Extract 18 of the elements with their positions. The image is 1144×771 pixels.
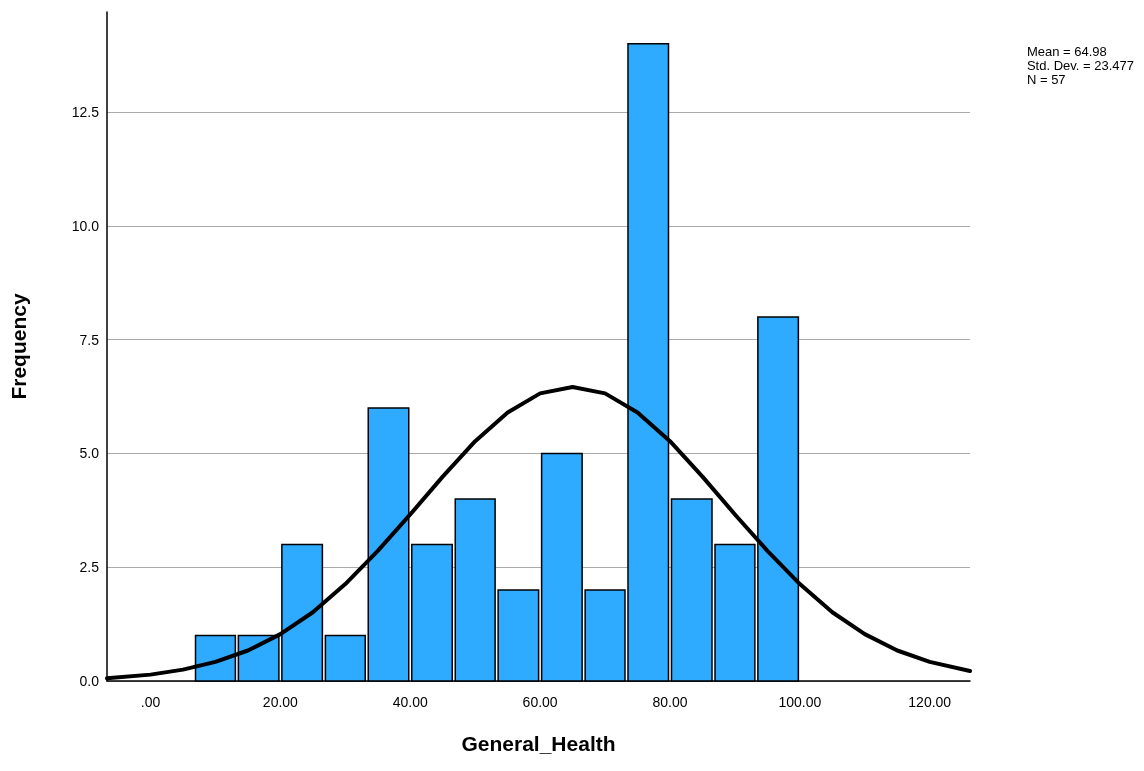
y-tick-label: 7.5 — [79, 331, 100, 348]
y-tick-label: 5.0 — [79, 445, 100, 462]
x-tick-label: .00 — [140, 694, 161, 710]
x-tick-label: 80.00 — [652, 694, 688, 710]
y-tick-label: 12.5 — [71, 104, 100, 121]
x-axis-title: General_Health — [461, 732, 616, 755]
y-axis-title: Frequency — [7, 293, 30, 400]
text: Std. Dev. = 23.477 — [1026, 57, 1135, 73]
y-tick-label: 0.0 — [79, 673, 100, 689]
x-tick-label: 120.00 — [908, 694, 952, 710]
y-tick-label: 2.5 — [79, 559, 100, 576]
x-tick-label: 20.00 — [262, 694, 299, 710]
x-tick-label: 60.00 — [522, 694, 558, 710]
text: Mean = 64.98 — [1026, 43, 1107, 59]
text: N = 57 — [1026, 71, 1066, 87]
x-tick-label: 100.00 — [778, 694, 822, 710]
y-tick-label: 10.0 — [71, 217, 100, 234]
x-tick-label: 40.00 — [392, 694, 428, 710]
